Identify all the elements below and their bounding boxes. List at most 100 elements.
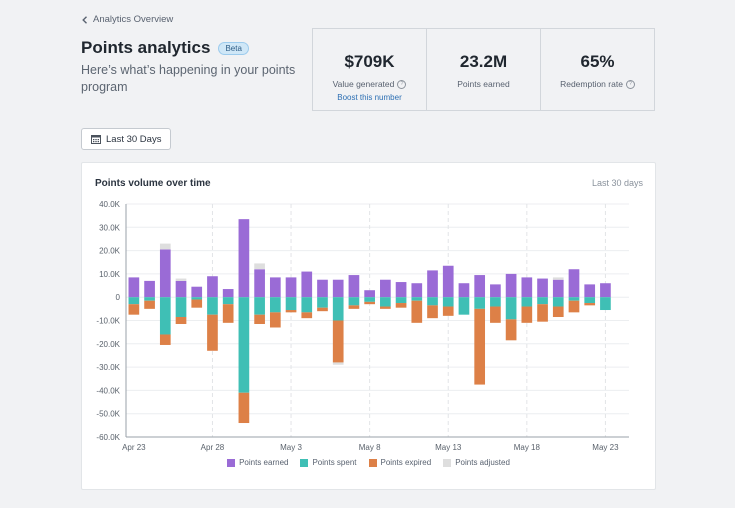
stat-value: 23.2M — [459, 52, 508, 71]
bar-segment — [364, 301, 375, 305]
legend-label: Points spent — [312, 458, 357, 467]
bar-segment — [269, 312, 281, 328]
bar-segment — [254, 297, 265, 315]
legend-label: Points expired — [380, 458, 432, 467]
bar-segment — [427, 270, 438, 298]
bar-segment — [474, 297, 486, 309]
date-range-label: Last 30 Days — [106, 133, 162, 145]
stat-value-generated: $709K Value generated? Boost this number — [313, 29, 427, 110]
bar-segment — [332, 279, 344, 298]
bar-segment — [474, 275, 486, 298]
stat-points-earned: 23.2M Points earned — [427, 29, 541, 110]
chart-range-label: Last 30 days — [591, 178, 643, 188]
bar-segment — [458, 297, 470, 315]
bar-segment — [191, 286, 203, 298]
bar-segment — [427, 305, 438, 319]
bar-segment — [159, 243, 171, 250]
y-tick-label: -30.0K — [96, 363, 120, 372]
bar-segment — [317, 307, 328, 312]
bar-segment — [285, 310, 297, 313]
back-link-label: Analytics Overview — [93, 14, 174, 25]
bar-segment — [144, 297, 155, 301]
bar-segment — [332, 297, 344, 321]
bar-segment — [584, 303, 596, 306]
bar-segment — [521, 306, 533, 323]
legend-swatch — [227, 458, 236, 467]
stat-value: 65% — [580, 52, 615, 71]
bar-segment — [238, 392, 250, 424]
y-tick-label: 10.0K — [99, 270, 121, 279]
y-tick-label: 30.0K — [99, 223, 121, 232]
stat-label: Redemption rate — [560, 79, 623, 89]
bar-segment — [175, 297, 187, 318]
x-tick-label: May 18 — [514, 443, 541, 452]
boost-link[interactable]: Boost this number — [337, 93, 402, 102]
bar-segment — [568, 300, 580, 313]
chart-title: Points volume over time — [95, 178, 211, 189]
bar-segment — [521, 297, 533, 307]
bar-segment — [395, 282, 407, 298]
stat-value: $709K — [344, 52, 395, 71]
help-icon[interactable]: ? — [625, 79, 635, 89]
bar-segment — [364, 290, 375, 298]
bar-segment — [175, 317, 187, 324]
bar-segment — [317, 279, 328, 298]
bar-segment — [222, 297, 234, 305]
legend-label: Points earned — [239, 458, 289, 467]
bar-segment — [568, 269, 580, 298]
bar-segment — [144, 280, 155, 298]
points-volume-chart: 40.0K 30.0K 20.0K 10.0K 0 -10.0K -20.0K -30.0K -… — [96, 200, 629, 452]
y-tick-label: -40.0K — [96, 386, 120, 395]
legend-item: Points expired — [368, 458, 432, 467]
beta-badge: Beta — [218, 41, 249, 55]
bar-segment — [568, 297, 580, 301]
bar-segment — [552, 306, 564, 318]
bar-segment — [380, 297, 391, 307]
x-tick-label: May 3 — [280, 443, 302, 452]
bar-segment — [254, 263, 265, 270]
bar-segment — [175, 280, 187, 298]
bar-segment — [537, 297, 548, 305]
y-tick-label: -20.0K — [96, 340, 120, 349]
back-link[interactable]: Analytics Overview — [81, 14, 173, 25]
bar-segment — [301, 271, 313, 298]
bar-segment — [505, 319, 517, 341]
bar-segment — [254, 269, 265, 298]
bar-segment — [159, 334, 171, 345]
bar-segment — [442, 306, 454, 316]
bar-segment — [600, 283, 611, 298]
bar-segment — [505, 273, 517, 298]
chart-card: Points volume over time Last 30 days 40.… — [81, 162, 656, 490]
bar-segment — [159, 249, 171, 298]
x-tick-label: May 13 — [435, 443, 462, 452]
bar-segment — [490, 297, 501, 307]
legend-item: Points adjusted — [443, 458, 510, 467]
y-tick-label: -60.0K — [96, 433, 120, 442]
x-tick-label: May 23 — [592, 443, 619, 452]
bar-segment — [269, 297, 281, 313]
legend-swatch — [443, 458, 452, 467]
bar-segment — [458, 283, 470, 298]
legend-swatch — [300, 458, 309, 467]
y-tick-label: 40.0K — [99, 200, 121, 209]
chevron-left-icon — [82, 15, 87, 24]
bar-segment — [222, 289, 234, 298]
bar-segment — [411, 297, 423, 301]
bar-segment — [207, 314, 218, 351]
legend-item: Points earned — [227, 458, 288, 467]
bar-segment — [552, 277, 564, 280]
y-tick-label: 20.0K — [99, 247, 121, 256]
page-subtitle: Here’s what’s happening in your points p… — [81, 63, 296, 94]
help-icon[interactable]: ? — [397, 79, 407, 89]
stat-label: Value generated — [332, 79, 395, 89]
bar-segment — [191, 299, 203, 308]
calendar-icon — [91, 135, 101, 144]
bar-segment — [269, 277, 281, 298]
bar-segment — [584, 297, 596, 304]
bar-segment — [159, 297, 171, 335]
bar-segment — [285, 277, 297, 298]
date-range-button[interactable]: Last 30 Days — [81, 128, 172, 150]
bar-segment — [490, 306, 501, 323]
legend-item: Points spent — [300, 458, 357, 467]
bar-segment — [600, 297, 611, 311]
